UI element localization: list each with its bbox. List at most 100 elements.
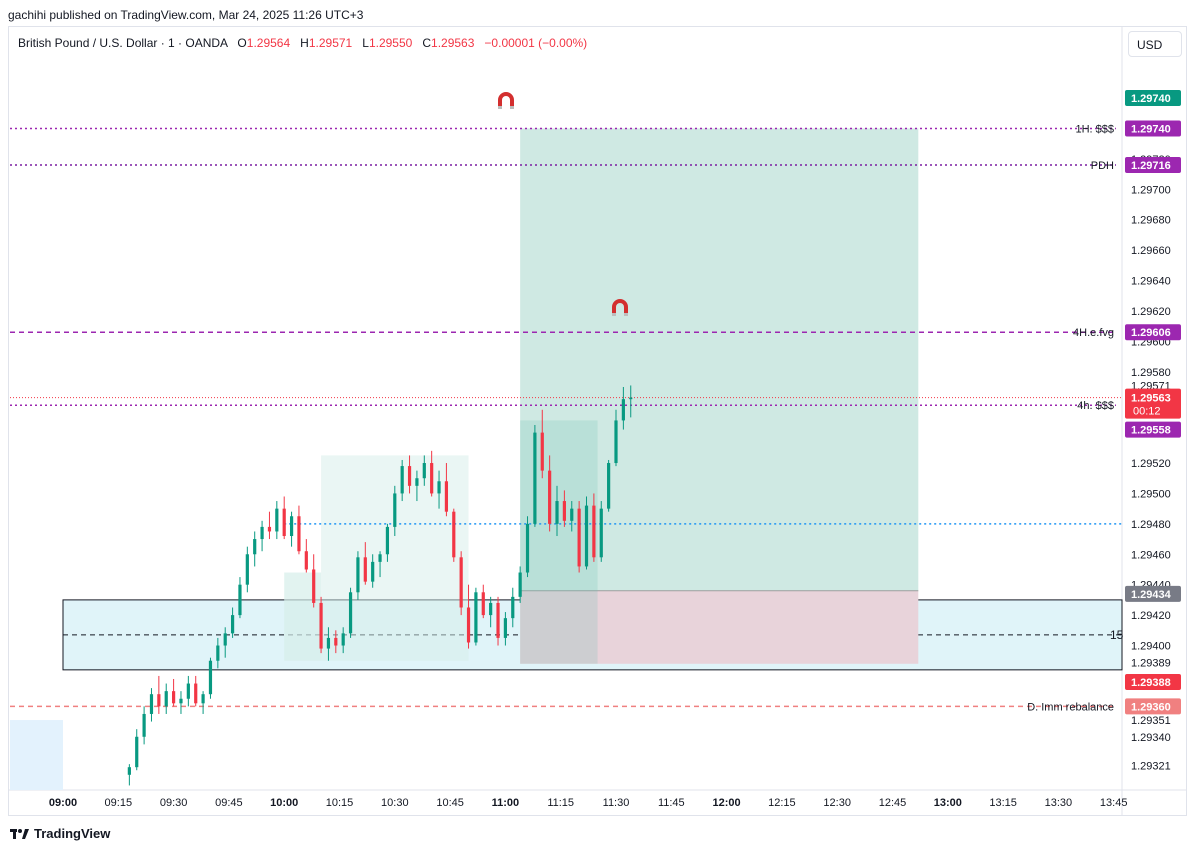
last-price-tag <box>1125 388 1181 419</box>
candle-body <box>466 607 471 643</box>
currency-button[interactable]: USD <box>1128 31 1182 57</box>
publisher-line: gachihi published on TradingView.com, Ma… <box>8 8 364 22</box>
price-tag-2 <box>1125 156 1181 173</box>
x-tick-label: 12:00 <box>713 797 741 809</box>
price-tag-text-4: 1.29558 <box>1131 425 1171 437</box>
y-tick-label: 1.29400 <box>1131 641 1171 653</box>
price-tag-text-5: 1.29434 <box>1131 589 1172 601</box>
y-tick-label: 1.29420 <box>1131 610 1171 622</box>
candle-body <box>319 602 323 649</box>
candle-body <box>415 478 419 486</box>
candle-body <box>304 551 308 570</box>
x-tick-label: 10:30 <box>381 797 409 809</box>
level-label-4: D. Imm rebalance <box>1027 701 1114 713</box>
countdown-text: 00:12 <box>1133 406 1161 418</box>
candle-body <box>511 596 515 619</box>
magnet-icon[interactable] <box>498 92 514 109</box>
candle-body <box>474 592 478 643</box>
low-value: 1.29550 <box>368 36 413 50</box>
magnet-icon[interactable] <box>612 299 628 316</box>
candle-body <box>326 637 331 649</box>
x-tick-label: 13:45 <box>1100 797 1128 809</box>
open-value: 1.29564 <box>246 36 291 50</box>
high-label: H <box>300 36 309 50</box>
candle-body <box>503 618 507 638</box>
candle-body <box>297 516 301 552</box>
x-tick-label: 13:00 <box>934 797 962 809</box>
candle-body <box>577 508 581 567</box>
x-tick-label: 12:15 <box>768 797 796 809</box>
candle-body <box>584 505 589 567</box>
candle-body <box>348 592 353 634</box>
price-tag-1 <box>1125 120 1181 137</box>
candle-body <box>253 539 257 555</box>
candle-body <box>407 466 412 486</box>
tradingview-icon <box>10 828 29 839</box>
price-tag-text-3: 1.29606 <box>1131 327 1171 339</box>
candle-body <box>282 508 286 537</box>
x-tick-label: 09:45 <box>215 797 243 809</box>
high-value: 1.29571 <box>308 36 353 50</box>
candle-body <box>334 637 338 646</box>
candle-body <box>444 481 449 512</box>
session-box <box>10 720 63 790</box>
y-tick-label: 1.29660 <box>1131 245 1171 257</box>
close-label: C <box>422 36 432 50</box>
price-tag-5 <box>1125 585 1181 602</box>
y-tick-label: 1.29640 <box>1131 276 1171 288</box>
candle-body <box>371 561 375 582</box>
x-tick-label: 11:45 <box>658 797 685 809</box>
price-tag-text-1: 1.29740 <box>1131 123 1171 135</box>
price-tag-text-2: 1.29716 <box>1131 160 1171 172</box>
candle-body <box>629 397 633 400</box>
fvg-box-label: 15 <box>1110 628 1124 642</box>
tradingview-logo[interactable]: TradingView <box>10 826 110 841</box>
price-tag-0 <box>1125 90 1181 107</box>
open-label: O <box>237 36 247 50</box>
candle-body <box>430 463 434 494</box>
price-tag-3 <box>1125 324 1181 341</box>
y-tick-label: 1.29580 <box>1131 367 1171 379</box>
candle-body <box>481 592 485 616</box>
candle-body <box>393 493 397 527</box>
candle-body <box>201 694 205 704</box>
candle-body <box>164 691 168 707</box>
range-zone-1 <box>284 572 322 661</box>
candle-body <box>172 691 176 704</box>
level-label-2: 4H.e.fvg <box>1073 327 1114 339</box>
candle-body <box>496 602 500 638</box>
x-tick-label: 12:45 <box>879 797 907 809</box>
candle-body <box>422 463 426 479</box>
y-tick-label: 1.29480 <box>1131 519 1171 531</box>
loss-zone[interactable] <box>520 590 919 664</box>
price-tag-7 <box>1125 698 1181 715</box>
candle-body <box>194 683 198 704</box>
candle-body <box>149 694 154 714</box>
symbol-name[interactable]: British Pound / U.S. Dollar · 1 · OANDA <box>18 36 228 50</box>
x-tick-label: 11:30 <box>603 797 630 809</box>
candle-body <box>179 698 183 704</box>
y-tick-label: 1.29460 <box>1131 549 1171 561</box>
tradingview-brand: TradingView <box>34 826 111 841</box>
candle-body <box>267 526 272 532</box>
x-tick-label: 09:15 <box>105 797 133 809</box>
candle-body <box>614 420 618 464</box>
y-tick-label: 1.29389 <box>1131 657 1171 669</box>
y-tick-label: 1.29340 <box>1131 732 1171 744</box>
y-tick-label: 1.29351 <box>1131 715 1171 727</box>
candle-body <box>245 554 249 585</box>
candle-body <box>363 557 367 582</box>
candle-body <box>230 615 235 634</box>
change-value: −0.00001 (−0.00%) <box>484 36 588 50</box>
y-tick-label: 1.29520 <box>1131 458 1171 470</box>
candle-body <box>518 572 522 597</box>
candle-body <box>312 569 316 603</box>
candle-body <box>208 660 213 695</box>
level-label-0: 1H. $$$ <box>1075 123 1114 135</box>
chart-frame <box>8 26 1187 816</box>
candle-body <box>135 736 139 768</box>
candle-body <box>385 526 390 555</box>
x-tick-label: 10:45 <box>436 797 464 809</box>
candle-body <box>186 683 190 699</box>
